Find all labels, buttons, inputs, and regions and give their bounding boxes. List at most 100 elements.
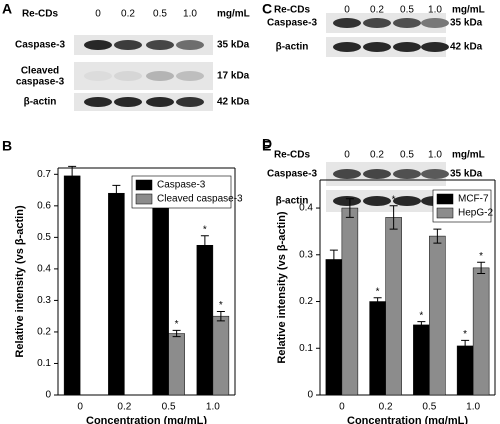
y-tick-label: 0.2 bbox=[37, 327, 51, 338]
legend-label: Cleaved caspase-3 bbox=[157, 194, 243, 205]
blot-band bbox=[363, 169, 391, 179]
y-tick-label: 0 bbox=[307, 390, 313, 401]
significance-marker: * bbox=[376, 286, 380, 297]
y-axis-label: Relative intensity (vs β-actin) bbox=[14, 205, 26, 358]
significance-marker: * bbox=[219, 300, 223, 311]
band-size: 42 kDa bbox=[450, 42, 483, 53]
bar bbox=[168, 333, 185, 396]
x-tick-label: 0 bbox=[77, 402, 83, 413]
blot-band bbox=[393, 196, 421, 206]
y-tick-label: 0.6 bbox=[37, 200, 51, 211]
lane-label: 1.0 bbox=[428, 5, 442, 16]
lane-label: 0 bbox=[95, 9, 101, 20]
y-tick-label: 0.3 bbox=[37, 295, 51, 306]
bar bbox=[212, 315, 230, 396]
lane-label: 0.5 bbox=[153, 9, 167, 20]
y-tick-label: 0.4 bbox=[299, 203, 313, 214]
significance-marker: * bbox=[175, 319, 179, 330]
bar bbox=[385, 217, 402, 396]
error-bar bbox=[329, 249, 338, 270]
bar bbox=[325, 259, 343, 396]
blot-band bbox=[421, 169, 449, 179]
blot-strip bbox=[74, 35, 213, 55]
significance-marker: * bbox=[419, 310, 423, 321]
error-bar bbox=[373, 297, 382, 306]
bar bbox=[341, 207, 359, 396]
panel-letter: C bbox=[262, 1, 272, 17]
error-bar bbox=[112, 184, 121, 202]
lane-label: 0.2 bbox=[370, 150, 384, 161]
blot-band bbox=[146, 97, 174, 107]
error-bar bbox=[417, 321, 426, 329]
lane-label: 0 bbox=[344, 150, 350, 161]
y-tick-label: 0 bbox=[45, 390, 51, 401]
y-tick-label: 0.2 bbox=[299, 296, 313, 307]
row-label: Caspase-3 bbox=[267, 169, 317, 180]
y-tick-label: 0.1 bbox=[299, 343, 313, 354]
blot-band bbox=[84, 71, 112, 81]
unit-label: mg/mL bbox=[452, 5, 485, 16]
lane-label: 0.2 bbox=[370, 5, 384, 16]
lane-label: 0.5 bbox=[400, 5, 414, 16]
treatment-label: Re-CDs bbox=[22, 9, 59, 20]
band-size: 35 kDa bbox=[217, 40, 250, 51]
error-bar bbox=[68, 165, 77, 186]
error-bar bbox=[200, 235, 209, 256]
band-size: 35 kDa bbox=[450, 169, 483, 180]
bar bbox=[472, 267, 490, 396]
blot-band bbox=[421, 18, 449, 28]
bar bbox=[456, 345, 474, 396]
blot-band bbox=[333, 196, 361, 206]
y-tick-label: 0.5 bbox=[37, 232, 51, 243]
y-tick-label: 0.3 bbox=[299, 249, 313, 260]
x-tick-label: 0.5 bbox=[422, 402, 436, 413]
blot-band bbox=[114, 71, 142, 81]
error-bar bbox=[461, 339, 470, 353]
blot-band bbox=[176, 71, 204, 81]
panel-letter: D bbox=[262, 136, 272, 152]
lane-label: 0.2 bbox=[121, 9, 135, 20]
bar bbox=[63, 175, 81, 396]
blot-band bbox=[114, 97, 142, 107]
x-axis-label: Concentration (mg/mL) bbox=[86, 415, 207, 424]
blot-band bbox=[363, 18, 391, 28]
bar bbox=[429, 235, 446, 396]
y-tick-label: 0.1 bbox=[37, 358, 51, 369]
unit-label: mg/mL bbox=[217, 9, 250, 20]
legend-swatch bbox=[436, 193, 454, 205]
legend-label: MCF-7 bbox=[458, 194, 489, 205]
blot-strip bbox=[74, 93, 213, 111]
blot-band bbox=[363, 196, 391, 206]
blot-band bbox=[176, 97, 204, 107]
x-tick-label: 0.5 bbox=[162, 402, 176, 413]
blot-band bbox=[393, 42, 421, 52]
row-label: β-actin bbox=[276, 42, 309, 53]
blot-band bbox=[114, 40, 142, 50]
lane-label: 0.5 bbox=[400, 150, 414, 161]
lane-label: 1.0 bbox=[183, 9, 197, 20]
blot-band bbox=[393, 169, 421, 179]
band-size: 35 kDa bbox=[450, 18, 483, 29]
lane-label: 1.0 bbox=[428, 150, 442, 161]
bar bbox=[369, 301, 386, 396]
blot-band bbox=[146, 71, 174, 81]
y-tick-label: 0.4 bbox=[37, 264, 51, 275]
blot-band bbox=[333, 169, 361, 179]
x-tick-label: 1.0 bbox=[466, 402, 480, 413]
treatment-label: Re-CDs bbox=[274, 5, 311, 16]
bar bbox=[108, 192, 125, 396]
panel-letter: B bbox=[2, 138, 12, 154]
bar bbox=[413, 324, 430, 396]
treatment-label: Re-CDs bbox=[274, 150, 311, 161]
row-label: Caspase-3 bbox=[15, 40, 65, 51]
blot-band bbox=[333, 18, 361, 28]
legend-label: HepG-2 bbox=[458, 208, 493, 219]
blot-band bbox=[146, 40, 174, 50]
error-bar bbox=[216, 310, 225, 322]
x-tick-label: 0.2 bbox=[117, 402, 131, 413]
panel-letter: A bbox=[2, 1, 12, 17]
row-label: β-actin bbox=[24, 97, 57, 108]
error-bar bbox=[433, 228, 442, 244]
legend-label: Caspase-3 bbox=[157, 180, 206, 191]
